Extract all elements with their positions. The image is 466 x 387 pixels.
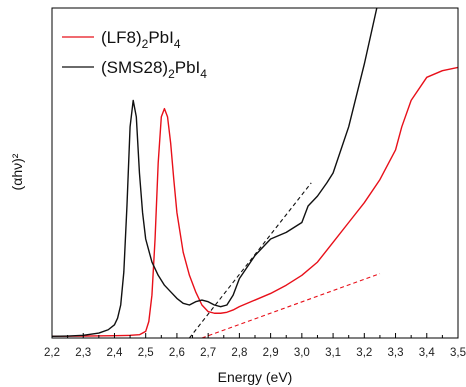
tangent-line-1: [201, 273, 381, 338]
svg-text:(αhν)²: (αhν)²: [9, 153, 25, 190]
tangent-line-2: [188, 182, 312, 338]
series-line-sms28: [52, 8, 378, 338]
x-tick-label: 2,6: [169, 347, 185, 359]
plot-area: [52, 8, 458, 338]
legend-label-lf8: (LF8)2PbI4: [101, 28, 181, 51]
x-tick-label: 2,2: [44, 347, 60, 359]
x-tick-label: 2,4: [106, 347, 123, 359]
series-line-lf8: [52, 66, 458, 338]
x-tick-label: 2,5: [138, 347, 154, 359]
x-tick-label: 2,7: [200, 347, 216, 359]
y-axis-title: (αhν)²: [9, 153, 25, 190]
x-tick-label: 2,9: [263, 347, 279, 359]
x-axis: 2,2 2,3 2,4 2,5 2,6 2,7 2,8 2,9 3,0 3,1 3,2 3,3 3,4 3…: [44, 333, 466, 359]
x-tick-label: 3,1: [325, 347, 341, 359]
x-axis-title: Energy (eV): [218, 369, 293, 385]
x-tick-label: 3,4: [419, 347, 436, 359]
x-tick-label: 2,3: [75, 347, 91, 359]
x-tick-label: 3,0: [294, 347, 310, 359]
x-tick-label: 2,8: [231, 347, 247, 359]
x-tick-label: 3,5: [450, 347, 466, 359]
x-tick-label: 3,2: [356, 347, 372, 359]
x-tick-label: 3,3: [388, 347, 404, 359]
legend: (LF8)2PbI4 (SMS28)2PbI4: [62, 28, 207, 81]
legend-label-sms28: (SMS28)2PbI4: [101, 58, 207, 81]
